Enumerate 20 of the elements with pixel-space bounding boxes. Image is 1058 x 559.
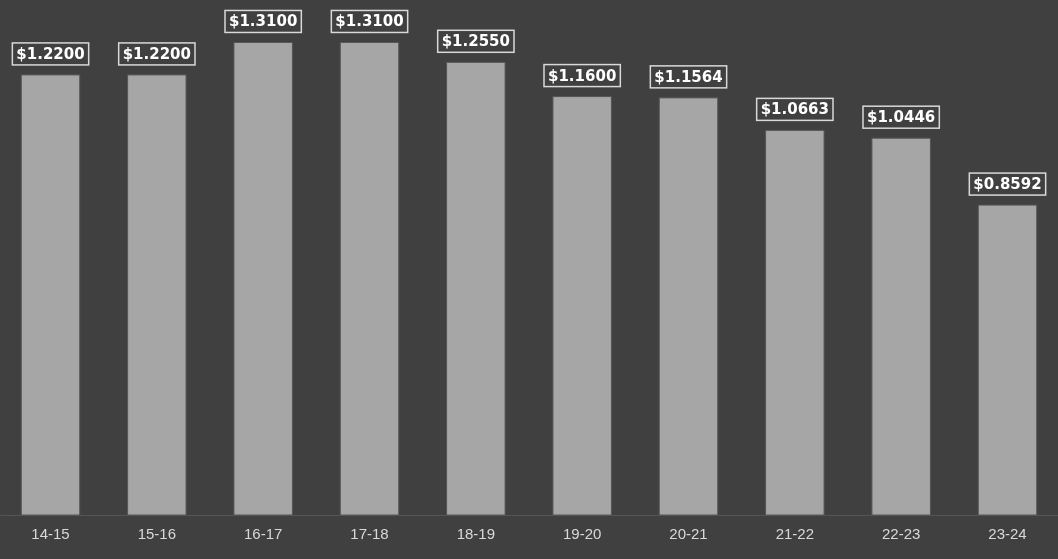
x-tick-label: 20-21 [669,525,708,542]
x-tick-label: 17-18 [350,525,389,542]
data-label: $1.1600 [548,66,617,85]
data-label: $1.2200 [122,44,191,63]
x-tick-label: 16-17 [243,525,283,542]
data-label: $0.8592 [973,175,1042,194]
x-tick-label: 21-22 [775,525,815,542]
data-label: $1.2550 [441,32,510,51]
x-tick-label: 19-20 [562,525,602,542]
x-tick-label: 18-19 [456,525,496,542]
data-label: $1.2200 [16,44,85,63]
data-label: $1.0663 [760,100,829,119]
x-tick-label: 23-24 [988,525,1027,542]
x-tick-label: 22-23 [881,525,921,542]
data-label: $1.3100 [335,12,404,31]
x-tick-label: 15-16 [137,525,177,542]
x-tick-label: 14-15 [31,525,70,542]
data-label: $1.3100 [229,12,298,31]
data-label: $1.1564 [654,67,723,86]
data-label: $1.0446 [867,108,936,127]
